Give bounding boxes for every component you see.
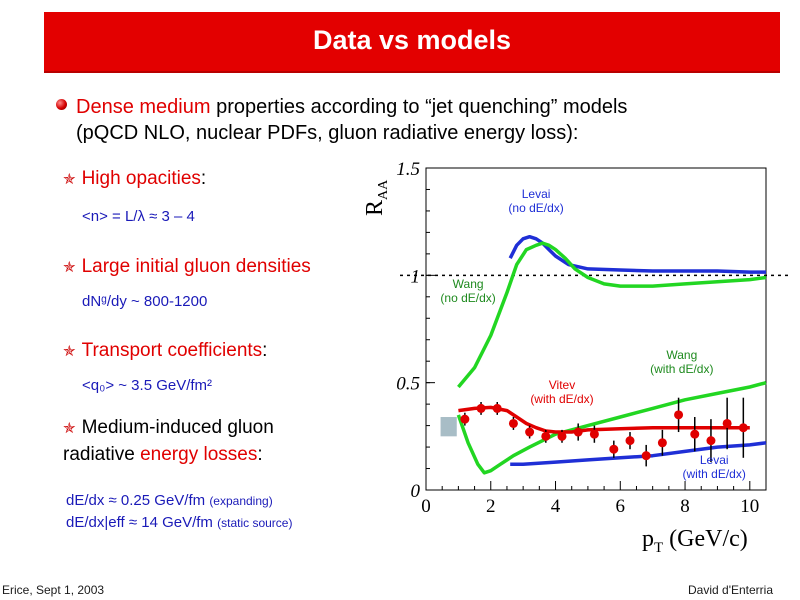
eloss-expanding-note: (expanding) [209, 494, 273, 508]
transport-value: <q₀> ~ 3.5 GeV/fm² [82, 377, 213, 394]
data-point [657, 438, 667, 448]
annotation-label: Levai [700, 453, 729, 467]
data-point [674, 410, 684, 420]
curve-wang_no [457, 241, 767, 389]
eloss-static-note: (static source) [217, 516, 293, 530]
data-point [625, 436, 635, 446]
bullet-energy-loss-line2-pre: radiative [63, 444, 141, 465]
main-bullet-line1: properties according to “jet quenching” … [210, 96, 628, 118]
star-bullet-icon: ✯ [63, 343, 76, 360]
x-tick-label: 0 [421, 496, 431, 517]
footer-right: David d'Enterria [688, 583, 773, 597]
bullet-energy-loss: ✯ Medium-induced gluon radiative energy l… [63, 415, 274, 468]
x-axis-label-subscript: T [654, 540, 663, 556]
x-axis-label-unit: (GeV/c) [663, 526, 748, 552]
data-point [609, 444, 619, 454]
data-point [690, 429, 700, 439]
main-bullet-text: Dense medium properties according to “je… [76, 94, 776, 146]
data-point [525, 427, 535, 437]
plot-frame [425, 167, 767, 491]
bullet-energy-loss-line1: Medium-induced gluon [81, 417, 274, 438]
eloss-static: dE/dx|eff ≈ 14 GeV/fm (static source) [66, 512, 292, 534]
x-tick-label: 10 [740, 496, 759, 517]
x-axis-label: pT (GeV/c) [642, 526, 748, 556]
bullet-opacity: ✯ High opacities: [63, 166, 206, 193]
bullet-gluon-density: ✯ Large initial gluon densities [63, 254, 355, 281]
y-tick-label: 0.5 [396, 374, 420, 395]
data-point [460, 414, 470, 424]
bullet-transport-label: Transport coefficients [81, 340, 263, 361]
title-bar: Data vs models [44, 12, 780, 73]
data-point [476, 403, 486, 413]
bullet-ball-icon [56, 99, 67, 110]
footer-left: Erice, Sept 1, 2003 [2, 583, 105, 597]
data-point [706, 436, 716, 446]
curve-wang_with [456, 381, 767, 475]
data-point [492, 403, 502, 413]
annotation-label: Wang [453, 277, 484, 291]
dense-medium-label: Dense medium [76, 96, 211, 118]
annotation-label: (no dE/dx) [440, 291, 495, 305]
bullet-opacity-label: High opacities [81, 168, 201, 189]
slide-title: Data vs models [312, 25, 512, 55]
x-tick-label: 6 [616, 496, 626, 517]
gluon-density-value: dNᵍ/dy ~ 800-1200 [82, 293, 208, 310]
data-point [589, 429, 599, 439]
curve-levai_with [510, 441, 767, 466]
annotation-label: Wang [666, 348, 697, 362]
x-tick-label: 8 [680, 496, 690, 517]
data-point [641, 451, 651, 461]
data-point [508, 418, 518, 428]
normalization-box [440, 417, 457, 437]
y-axis-label: RAA [362, 179, 391, 216]
star-bullet-icon: ✯ [63, 420, 76, 437]
data-point [541, 431, 551, 441]
x-tick-label: 4 [551, 496, 561, 517]
annotation-label: (with dE/dx) [683, 467, 746, 481]
y-axis-label-subscript: AA [376, 179, 391, 200]
y-tick-label: 0 [411, 481, 421, 502]
energy-losses-colon: : [257, 444, 263, 465]
eloss-expanding: dE/dx ≈ 0.25 GeV/fm (expanding) [66, 490, 273, 512]
bullet-gluon-density-label: Large initial gluon densities [81, 256, 311, 277]
eloss-expanding-value: dE/dx ≈ 0.25 GeV/fm [66, 492, 206, 509]
eloss-static-value: dE/dx|eff ≈ 14 GeV/fm [66, 514, 213, 531]
bullet-opacity-colon: : [200, 168, 207, 189]
y-tick-label: 1.5 [396, 159, 420, 180]
opacity-value: <n> = L/λ ≈ 3 – 4 [82, 208, 195, 225]
data-point [557, 431, 567, 441]
curve-levai_no [508, 234, 766, 274]
annotation-label: (with dE/dx) [650, 362, 713, 376]
annotation-label: Vitev [549, 378, 575, 392]
annotation-label: (no dE/dx) [508, 201, 563, 215]
data-point [573, 427, 583, 437]
data-point [722, 418, 732, 428]
annotation-label: Levai [522, 187, 551, 201]
main-bullet-line2: (pQCD NLO, nuclear PDFs, gluon radiative… [76, 122, 579, 144]
bullet-transport-colon: : [262, 340, 268, 361]
y-tick-label: 1 [411, 266, 421, 287]
x-tick-label: 2 [486, 496, 496, 517]
annotation-label: (with dE/dx) [530, 392, 593, 406]
star-bullet-icon: ✯ [63, 259, 76, 276]
star-bullet-icon: ✯ [63, 171, 76, 188]
data-point [738, 423, 748, 433]
bullet-transport: ✯ Transport coefficients: [63, 338, 267, 365]
energy-losses-label: energy losses [140, 444, 258, 465]
